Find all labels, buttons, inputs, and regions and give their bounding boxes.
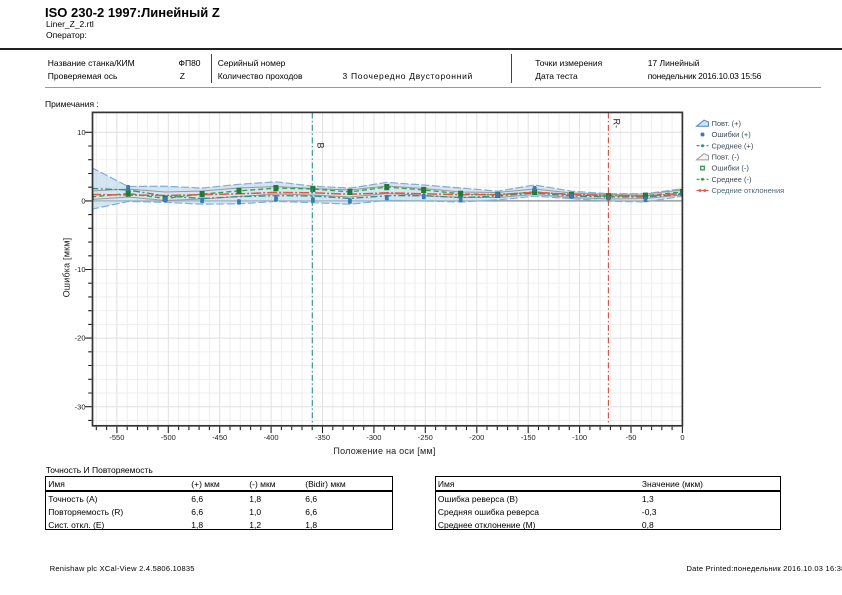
svg-text:0: 0 <box>680 433 684 442</box>
svg-text:0: 0 <box>81 197 85 206</box>
svg-text:-250: -250 <box>418 433 433 442</box>
svg-text:Ошибки (+): Ошибки (+) <box>712 130 752 139</box>
svg-text:-30: -30 <box>75 402 86 411</box>
svg-text:-500: -500 <box>161 433 176 442</box>
svg-text:-450: -450 <box>212 433 227 442</box>
svg-text:-10: -10 <box>75 265 86 274</box>
svg-text:-50: -50 <box>626 433 637 442</box>
svg-text:Ошибки (-): Ошибки (-) <box>712 164 750 173</box>
svg-text:B: B <box>315 143 325 149</box>
svg-text:-150: -150 <box>521 433 536 442</box>
svg-text:-400: -400 <box>264 433 279 442</box>
svg-text:Средние отклонения: Средние отклонения <box>712 186 785 195</box>
svg-text:Ошибка [мкм]: Ошибка [мкм] <box>62 238 72 298</box>
svg-text:-20: -20 <box>75 334 86 343</box>
svg-text:-550: -550 <box>109 433 124 442</box>
svg-text:R-: R- <box>611 119 621 129</box>
svg-text:-100: -100 <box>572 433 587 442</box>
svg-text:-300: -300 <box>366 433 381 442</box>
svg-text:Среднее (+): Среднее (+) <box>712 141 754 150</box>
svg-text:-200: -200 <box>469 433 484 442</box>
svg-text:Положение на оси [мм]: Положение на оси [мм] <box>333 446 435 456</box>
svg-text:10: 10 <box>77 128 85 137</box>
svg-text:Среднее (-): Среднее (-) <box>712 175 753 184</box>
svg-text:Повт. (+): Повт. (+) <box>712 119 742 128</box>
svg-text:Повт. (-): Повт. (-) <box>712 153 740 162</box>
svg-text:-350: -350 <box>315 433 330 442</box>
